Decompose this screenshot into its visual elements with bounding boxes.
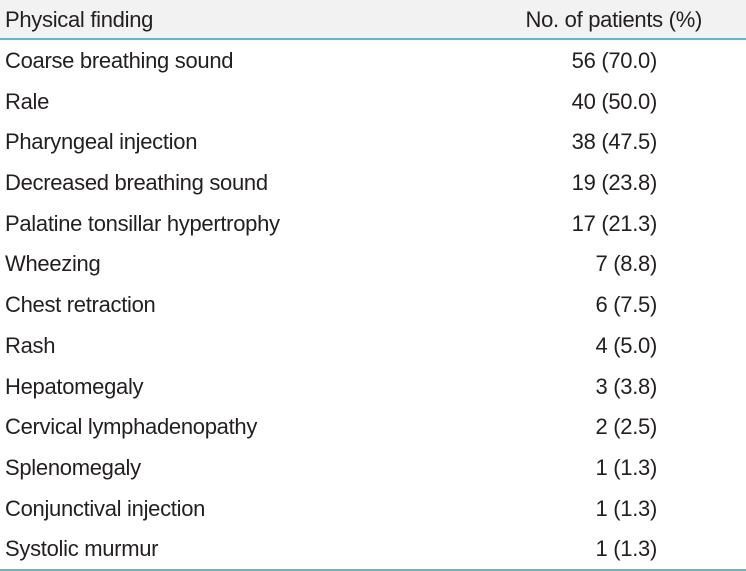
table-row: Rale 40 (50.0) — [0, 82, 746, 123]
finding-cell: Cervical lymphadenopathy — [5, 414, 258, 440]
finding-cell: Chest retraction — [5, 292, 156, 318]
finding-cell: Coarse breathing sound — [5, 48, 234, 73]
table-row: Systolic murmur 1 (1.3) — [0, 529, 746, 570]
count-cell: 7 (8.8) — [595, 251, 658, 277]
table-row: Chest retraction 6 (7.5) — [0, 285, 746, 326]
count-cell: 4 (5.0) — [595, 332, 658, 358]
finding-cell: Rash — [5, 332, 56, 358]
table-row: Coarse breathing sound 56 (70.0) — [0, 41, 746, 82]
finding-cell: Conjunctival injection — [5, 495, 206, 521]
table-row: Cervical lymphadenopathy 2 (2.5) — [0, 407, 746, 448]
finding-cell: Wheezing — [5, 251, 101, 277]
table-header-row: Physical finding No. of patients (%) — [0, 0, 746, 40]
count-cell: 17 (21.3) — [571, 210, 658, 236]
count-cell: 3 (3.8) — [595, 373, 658, 399]
table-row: Conjunctival injection 1 (1.3) — [0, 489, 746, 530]
header-number-of-patients: No. of patients (%) — [525, 7, 703, 32]
count-cell: 19 (23.8) — [571, 170, 658, 196]
table-row: Rash 4 (5.0) — [0, 326, 746, 367]
count-cell: 1 (1.3) — [595, 536, 658, 562]
table-body: Coarse breathing sound 56 (70.0) Rale 40… — [0, 41, 746, 570]
count-cell: 40 (50.0) — [571, 88, 658, 114]
table-row: Wheezing 7 (8.8) — [0, 244, 746, 285]
finding-cell: Rale — [5, 88, 50, 114]
finding-cell: Palatine tonsillar hypertrophy — [5, 210, 280, 236]
count-cell: 2 (2.5) — [595, 414, 658, 440]
table-row: Decreased breathing sound 19 (23.8) — [0, 163, 746, 204]
table-row: Splenomegaly 1 (1.3) — [0, 448, 746, 489]
table-row: Pharyngeal injection 38 (47.5) — [0, 122, 746, 163]
finding-cell: Hepatomegaly — [5, 373, 144, 399]
header-physical-finding: Physical finding — [5, 7, 154, 32]
table-bottom-rule — [0, 569, 746, 571]
count-cell: 56 (70.0) — [571, 48, 658, 73]
count-cell: 6 (7.5) — [595, 292, 658, 318]
finding-cell: Systolic murmur — [5, 536, 159, 562]
count-cell: 1 (1.3) — [595, 454, 658, 480]
count-cell: 1 (1.3) — [595, 495, 658, 521]
table-row: Hepatomegaly 3 (3.8) — [0, 367, 746, 408]
count-cell: 38 (47.5) — [571, 129, 658, 155]
finding-cell: Decreased breathing sound — [5, 170, 268, 196]
finding-cell: Pharyngeal injection — [5, 129, 198, 155]
finding-cell: Splenomegaly — [5, 454, 141, 480]
table-row: Palatine tonsillar hypertrophy 17 (21.3) — [0, 204, 746, 245]
